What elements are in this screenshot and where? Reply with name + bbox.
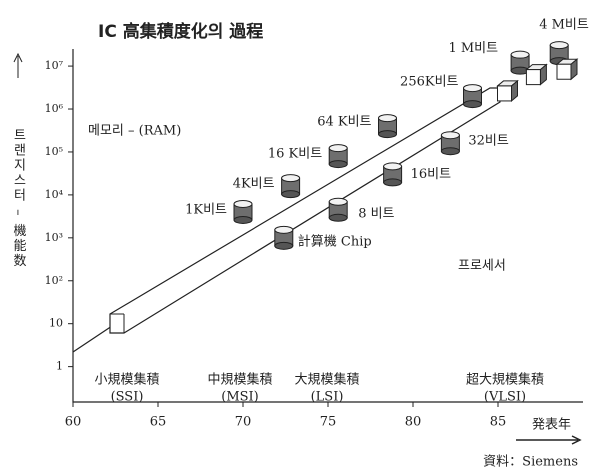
point-label: 1 M비트 <box>448 41 498 56</box>
point-label: 16 K비트 <box>268 147 322 162</box>
cylinder <box>441 132 459 155</box>
box-front <box>557 64 571 79</box>
region-sub: (LSI) <box>311 390 344 405</box>
point-label: 1K비트 <box>185 202 227 217</box>
region-sub: (SSI) <box>111 390 144 405</box>
region-label: 超大規模集積 <box>466 372 544 388</box>
box-front <box>498 86 512 101</box>
cylinder-top <box>464 85 482 92</box>
cylinder-top <box>234 200 252 207</box>
cylinder <box>379 115 397 138</box>
chart: IC 高集積度化의 過程 트랜지스터 – 機能数 発表年 資料：Siemens … <box>0 0 594 473</box>
point-label: 4 M비트 <box>539 18 589 33</box>
y-tick-label: 10² <box>45 274 63 287</box>
cylinder-top <box>550 42 568 49</box>
box <box>526 65 546 85</box>
point-label: 32비트 <box>468 134 509 149</box>
box <box>498 81 518 101</box>
cylinder-bottom <box>234 216 252 223</box>
x-tick-label: 70 <box>235 415 252 430</box>
point-label: 256K비트 <box>400 75 458 90</box>
cylinder <box>464 85 482 108</box>
cylinder-bottom <box>379 131 397 138</box>
region-sub: (MSI) <box>221 390 259 405</box>
x-axis-label: 発表年 <box>532 418 571 433</box>
y-tick-label: 1 <box>56 360 63 373</box>
box-front <box>526 70 540 85</box>
axis-frame <box>73 49 583 402</box>
y-tick-label: 10 <box>49 317 63 330</box>
point-label: 8 비트 <box>358 206 394 221</box>
x-tick-label: 60 <box>65 415 82 430</box>
cylinder-top <box>329 145 347 152</box>
cylinder <box>282 175 300 198</box>
series-name: 메모리 – (RAM) <box>88 124 181 139</box>
point-label: 計算機 Chip <box>298 233 372 249</box>
cylinder <box>329 145 347 168</box>
series-name: 프로세서 <box>458 259 506 274</box>
cylinder-top <box>384 163 402 170</box>
cylinder-top <box>441 132 459 139</box>
y-tick-label: 10⁶ <box>45 102 64 115</box>
point-label: 16비트 <box>411 167 452 182</box>
y-axis-label: 트랜지스터 – 機能数 <box>11 128 27 269</box>
y-tick-label: 10⁴ <box>45 188 64 201</box>
cylinder-bottom <box>441 148 459 155</box>
region-label: 中規模集積 <box>207 372 272 388</box>
x-tick-label: 85 <box>490 415 507 430</box>
cylinder-bottom <box>384 179 402 186</box>
cylinder-bottom <box>282 191 300 198</box>
cylinder-bottom <box>329 214 347 221</box>
cylinder-top <box>282 175 300 182</box>
cylinder-bottom <box>329 161 347 168</box>
cylinder-top <box>379 115 397 122</box>
region-sub: (VLSI) <box>484 390 526 405</box>
cylinder <box>329 198 347 221</box>
cylinder-top <box>329 198 347 205</box>
point-label: 64 K비트 <box>317 115 371 130</box>
cylinder-bottom <box>275 242 293 249</box>
cylinder-top <box>275 226 293 233</box>
chart-title: IC 高集積度化의 過程 <box>98 21 263 42</box>
cylinder <box>275 226 293 249</box>
cylinder-bottom <box>464 101 482 108</box>
y-tick-label: 10⁷ <box>45 59 64 72</box>
region-label: 大規模集積 <box>294 372 359 388</box>
trend-line <box>73 326 112 352</box>
x-tick-label: 75 <box>320 415 337 430</box>
x-tick-label: 80 <box>405 415 422 430</box>
region-label: 小規模集積 <box>94 372 159 388</box>
cylinder <box>234 200 252 223</box>
cylinder-top <box>511 51 529 58</box>
y-tick-label: 10⁵ <box>45 145 63 158</box>
cylinder <box>384 163 402 186</box>
y-tick-label: 10³ <box>45 231 63 244</box>
point-label: 4K비트 <box>233 177 275 192</box>
source: 資料：Siemens <box>483 455 578 470</box>
x-tick-label: 65 <box>150 415 167 430</box>
box <box>557 59 577 79</box>
